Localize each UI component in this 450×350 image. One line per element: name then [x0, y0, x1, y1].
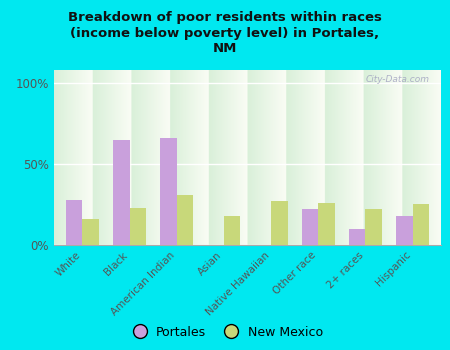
- Bar: [66, 199, 82, 245]
- Bar: [160, 138, 177, 245]
- Text: Breakdown of poor residents within races
(income below poverty level) in Portale: Breakdown of poor residents within races…: [68, 10, 382, 56]
- Bar: [365, 209, 382, 245]
- Bar: [302, 209, 318, 245]
- Bar: [413, 204, 429, 245]
- Text: City-Data.com: City-Data.com: [365, 75, 429, 84]
- Bar: [349, 229, 365, 245]
- Bar: [177, 195, 193, 245]
- Bar: [224, 216, 240, 245]
- Legend: Portales, New Mexico: Portales, New Mexico: [122, 321, 328, 344]
- Bar: [113, 140, 130, 245]
- Bar: [82, 219, 99, 245]
- Bar: [130, 208, 146, 245]
- Bar: [396, 216, 413, 245]
- Bar: [271, 201, 288, 245]
- Bar: [318, 203, 335, 245]
